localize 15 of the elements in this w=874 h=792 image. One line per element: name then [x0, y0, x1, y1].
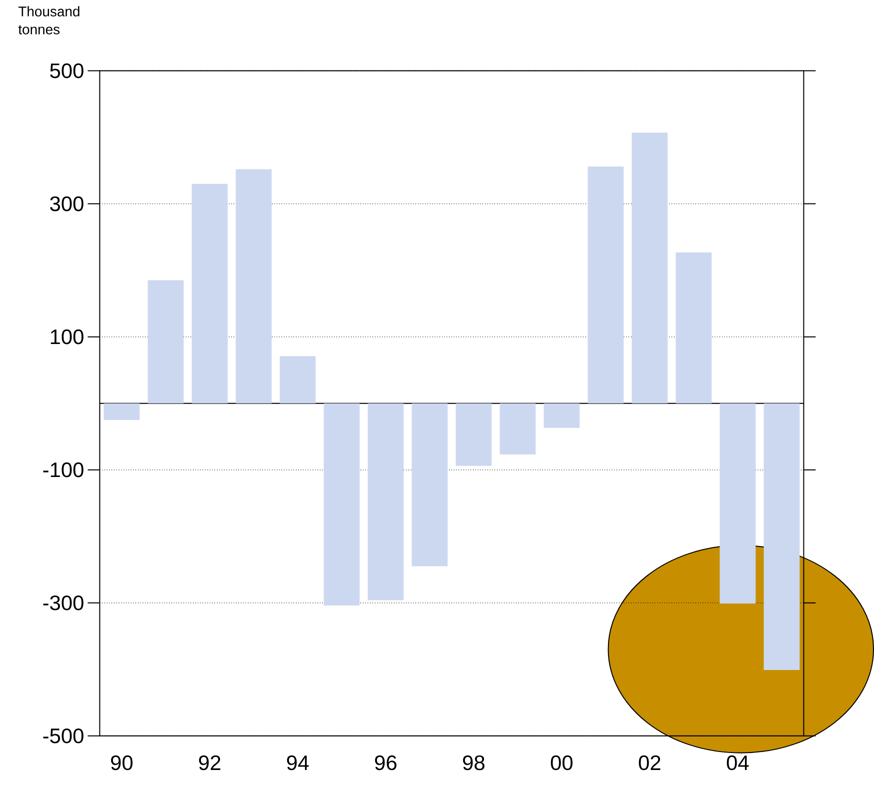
y-tick-label: -500 [43, 728, 84, 744]
x-tick-label: 92 [199, 755, 220, 770]
x-tick-label: 98 [463, 755, 484, 770]
x-tick-label: 02 [638, 755, 660, 770]
x-tick-label: 00 [550, 755, 573, 770]
y-tick-label: -100 [43, 462, 84, 478]
x-tick-label: 90 [111, 755, 133, 770]
x-tick-label: 04 [726, 755, 749, 770]
x-tick-label: 96 [375, 755, 396, 770]
x-tick-label: 94 [287, 755, 309, 770]
y-tick-label: 500 [50, 64, 84, 78]
y-axis-title: Thousand tonnes [18, 6, 80, 35]
y-tick-label: -300 [43, 596, 84, 610]
y-tick-label: 100 [50, 330, 84, 344]
y-tick-label: 300 [50, 196, 84, 212]
